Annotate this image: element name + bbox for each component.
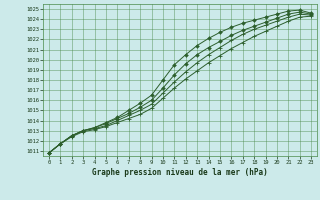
- X-axis label: Graphe pression niveau de la mer (hPa): Graphe pression niveau de la mer (hPa): [92, 168, 268, 177]
